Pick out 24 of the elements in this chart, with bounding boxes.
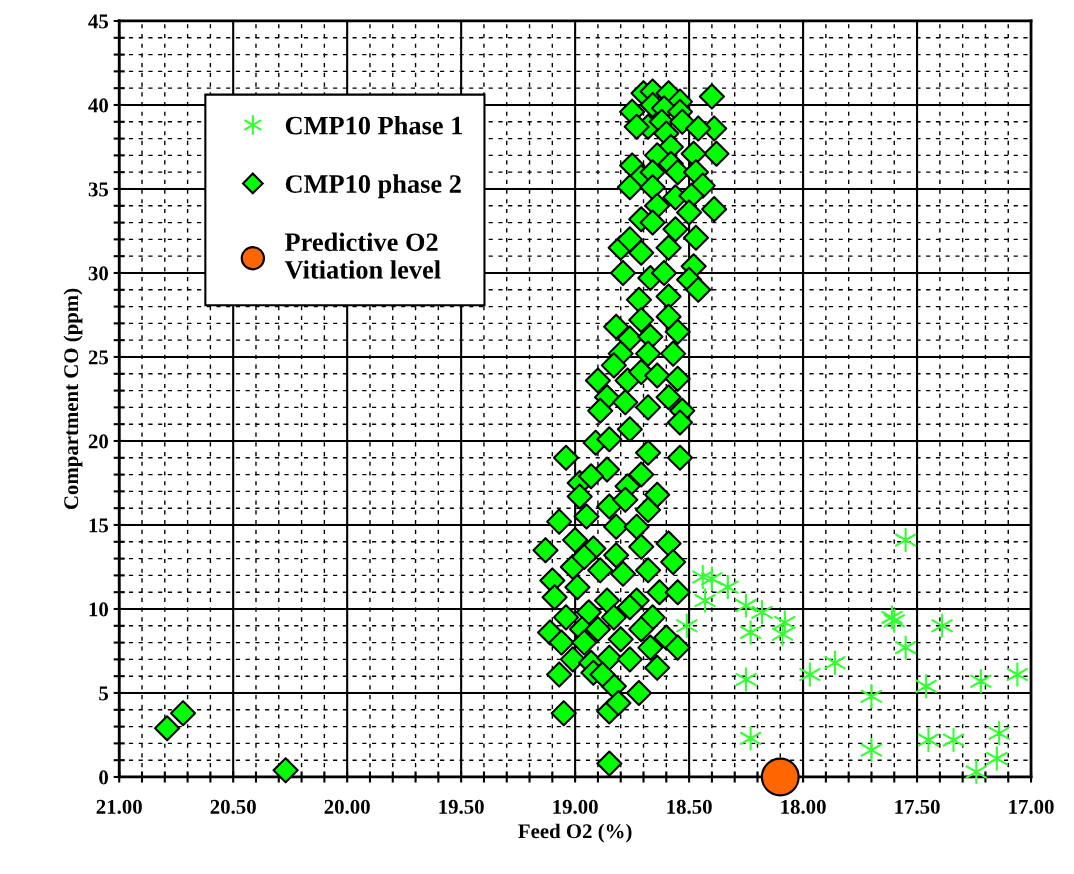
legend-label: Predictive O2 Vitiation level bbox=[284, 232, 441, 279]
x-tick-label: 20.00 bbox=[324, 799, 370, 814]
x-tick-label: 20.50 bbox=[210, 799, 256, 814]
y-tick-label: 10 bbox=[89, 602, 108, 617]
y-tick-label: 20 bbox=[88, 434, 108, 449]
x-tick-label: 19.50 bbox=[439, 799, 484, 814]
y-tick-label: 30 bbox=[88, 266, 108, 281]
point bbox=[760, 757, 800, 797]
x-tick-label: 17.50 bbox=[895, 799, 940, 814]
x-tick-label: 17.00 bbox=[1009, 799, 1054, 814]
x-axis-title: Feed O2 (%) bbox=[518, 823, 632, 843]
legend-label: CMP10 phase 2 bbox=[285, 174, 461, 199]
y-tick-label: 35 bbox=[88, 182, 109, 197]
y-tick-label: 5 bbox=[99, 686, 109, 701]
y-tick-label: 40 bbox=[88, 98, 108, 113]
x-tick-label: 18.50 bbox=[667, 799, 712, 814]
x-tick-label: 19.00 bbox=[553, 799, 598, 814]
x-tick-label: 21.00 bbox=[96, 799, 142, 814]
y-axis-title: Compartment CO (ppm) bbox=[63, 288, 83, 510]
y-tick-label: 0 bbox=[99, 770, 108, 785]
y-tick-label: 25 bbox=[88, 350, 109, 365]
x-tick-label: 18.00 bbox=[781, 799, 826, 814]
y-tick-label: 45 bbox=[88, 14, 109, 29]
y-tick-label: 15 bbox=[89, 518, 109, 533]
